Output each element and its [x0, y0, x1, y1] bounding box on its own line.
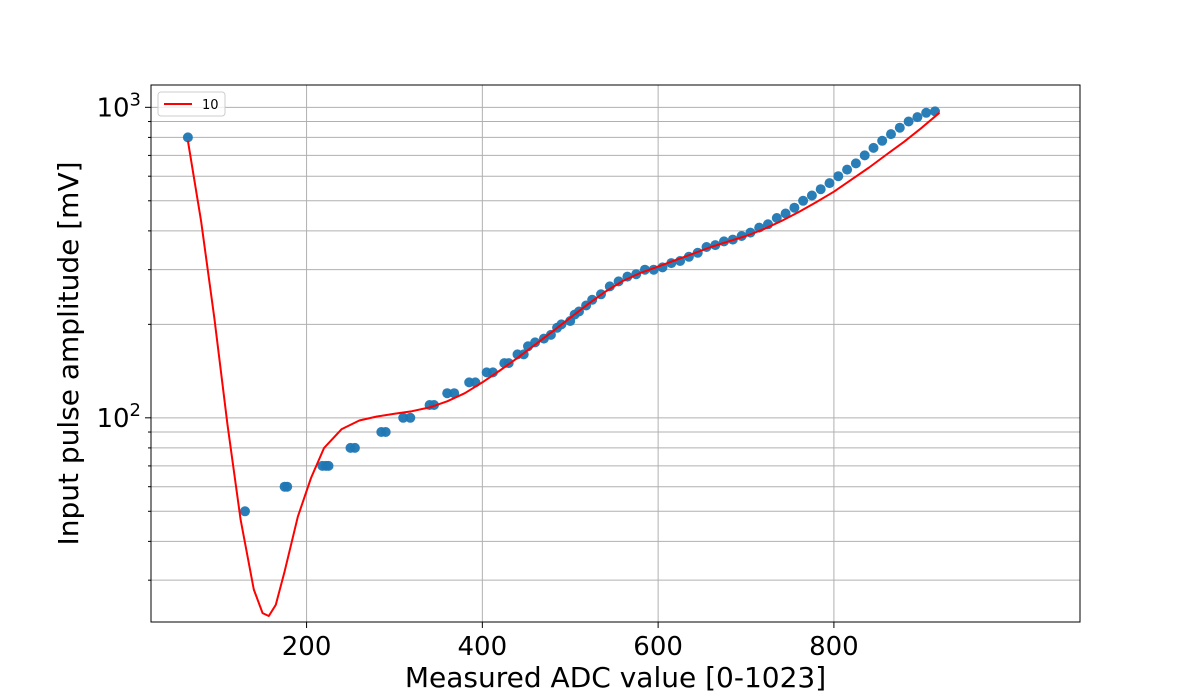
scatter-point [859, 150, 870, 161]
scatter-point [824, 178, 835, 189]
scatter-point [798, 195, 809, 206]
axis-ticks: 200 400 600 800 102 103 [96, 89, 858, 662]
scatter-point [405, 412, 416, 423]
scatter-point [912, 112, 923, 123]
x-tick-label: 200 [282, 632, 332, 662]
scatter-point [182, 132, 193, 143]
scatter-point [349, 442, 360, 453]
scatter-point [380, 427, 391, 437]
x-axis-label: Measured ADC value [0-1023] [405, 661, 826, 694]
scatter-point [903, 116, 914, 127]
scatter-point [868, 142, 879, 153]
scatter-point [886, 129, 896, 140]
grid [151, 85, 1080, 622]
plot-frame [150, 84, 1081, 623]
scatter-point [323, 460, 334, 471]
scatter-point [921, 107, 932, 118]
scatter-point [842, 164, 853, 175]
scatter-point [487, 367, 498, 378]
scatter-point [613, 276, 624, 287]
scatter-points-layer [182, 106, 940, 517]
x-tick-label: 400 [458, 632, 508, 662]
scatter-point [850, 158, 861, 169]
y-axis-label: Input pulse amplitude [mV] [52, 161, 85, 545]
x-tick-label: 600 [633, 632, 683, 662]
fit-line-layer [186, 112, 941, 617]
scatter-point [789, 202, 800, 213]
legend: 10 [157, 91, 226, 117]
scatter-point [545, 329, 556, 340]
fit-line [186, 112, 941, 617]
scatter-point [833, 171, 844, 182]
scatter-point [806, 190, 817, 201]
x-tick-label: 800 [809, 632, 859, 662]
scatter-point [877, 135, 888, 146]
scatter-point [780, 208, 791, 219]
scatter-point [282, 481, 293, 492]
scatter-point [530, 337, 541, 348]
scatter-point [771, 213, 782, 223]
scatter-point [604, 281, 615, 292]
scatter-point [240, 506, 250, 517]
scatter-point [449, 388, 460, 399]
scatter-point [815, 184, 826, 195]
scatter-point [930, 106, 940, 117]
scatter-point [894, 122, 905, 133]
scatter-point [398, 412, 409, 423]
y-tick-label: 102 [96, 400, 141, 434]
scatter-point [442, 388, 453, 399]
legend-entry-label: 10 [202, 98, 219, 113]
y-tick-label: 103 [96, 89, 141, 123]
